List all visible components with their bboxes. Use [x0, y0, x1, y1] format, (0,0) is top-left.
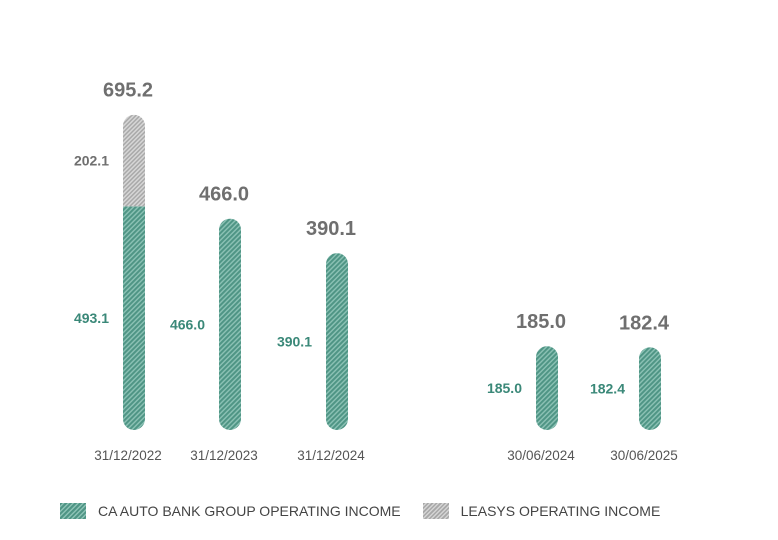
legend-label-ca-auto-bank: CA AUTO BANK GROUP OPERATING INCOME: [98, 503, 401, 519]
labels-layer: 695.2 493.1 202.1 31/12/2022 466.0 466.0 31/12…: [74, 80, 678, 463]
bar-ca-auto-bank: [123, 206, 145, 430]
segment-label-ca-auto-bank: 493.1: [74, 310, 109, 326]
bar-ca-auto-bank: [219, 218, 241, 430]
legend-item-ca-auto-bank: CA AUTO BANK GROUP OPERATING INCOME: [60, 503, 401, 519]
legend-label-leasys: LEASYS OPERATING INCOME: [460, 503, 661, 519]
x-tick-label: 30/06/2024: [507, 448, 575, 463]
bar-group: [219, 218, 241, 430]
bar-group: [123, 114, 145, 430]
segment-label-ca-auto-bank: 182.4: [590, 381, 625, 397]
bar-group: [639, 347, 661, 430]
x-tick-label: 31/12/2023: [190, 448, 258, 463]
x-tick-label: 30/06/2025: [610, 448, 678, 463]
bar-ca-auto-bank: [639, 347, 661, 430]
legend-swatch-leasys: [422, 503, 449, 519]
x-tick-label: 31/12/2024: [297, 448, 365, 463]
bar-group: [326, 253, 348, 430]
legend-swatch-ca-auto-bank: [60, 503, 86, 519]
total-label: 695.2: [103, 80, 153, 102]
total-label: 182.4: [619, 312, 670, 334]
bar-group: [536, 346, 558, 430]
total-label: 185.0: [516, 311, 566, 333]
segment-label-ca-auto-bank: 185.0: [487, 380, 522, 396]
x-tick-label: 31/12/2022: [94, 448, 162, 463]
legend: CA AUTO BANK GROUP OPERATING INCOME LEAS…: [60, 501, 682, 521]
legend-item-leasys: LEASYS OPERATING INCOME: [422, 503, 661, 519]
bars-layer: [123, 114, 661, 430]
bar-ca-auto-bank: [536, 346, 558, 430]
total-label: 466.0: [199, 184, 249, 206]
total-label: 390.1: [306, 218, 356, 240]
segment-label-leasys: 202.1: [74, 153, 109, 169]
bar-ca-auto-bank: [326, 253, 348, 430]
bar-leasys: [123, 114, 145, 207]
segment-label-ca-auto-bank: 466.0: [170, 316, 205, 332]
segment-label-ca-auto-bank: 390.1: [277, 334, 312, 350]
